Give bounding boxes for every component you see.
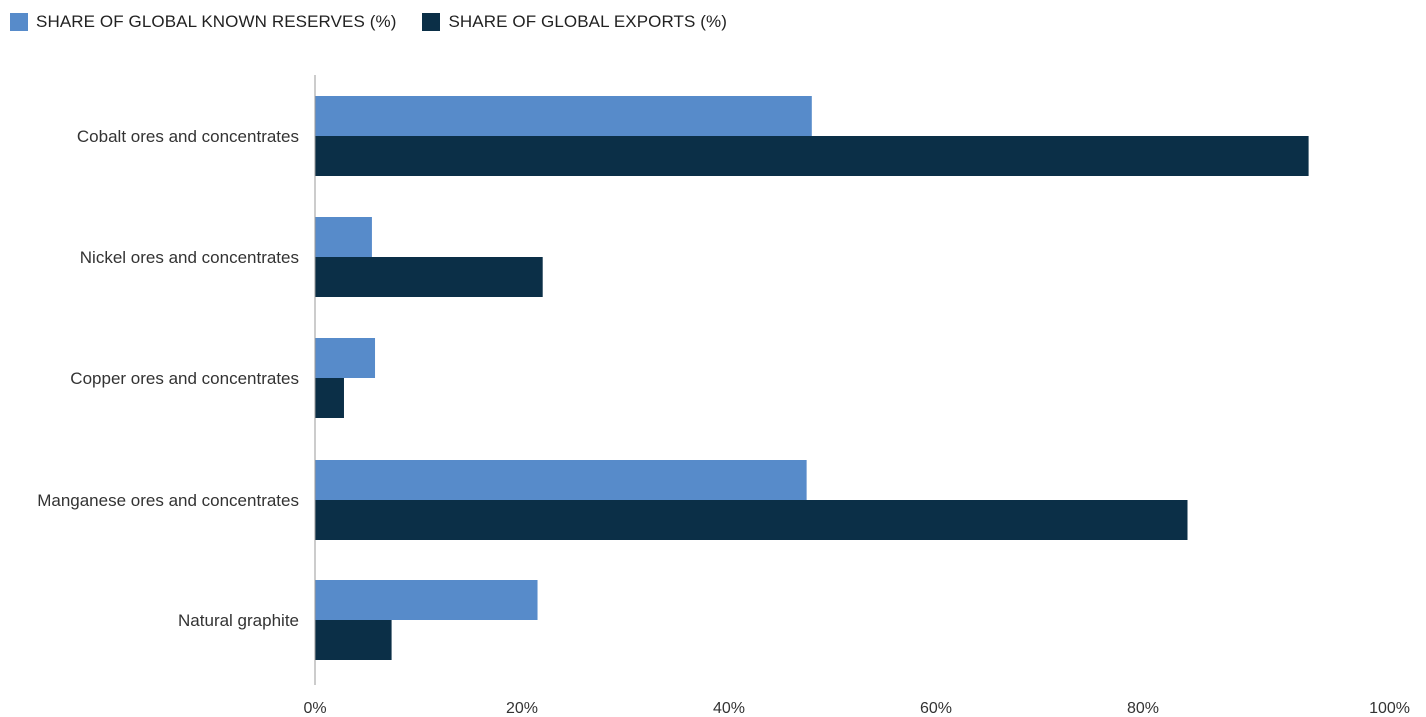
- bar-reserves-4: [315, 580, 538, 620]
- category-label: Natural graphite: [178, 611, 299, 630]
- legend-label-exports: SHARE OF GLOBAL EXPORTS (%): [448, 12, 728, 31]
- x-tick-label: 40%: [713, 700, 745, 717]
- bar-exports-1: [315, 257, 543, 297]
- chart-legend: SHARE OF GLOBAL KNOWN RESERVES (%) SHARE…: [10, 12, 727, 32]
- legend-label-reserves: SHARE OF GLOBAL KNOWN RESERVES (%): [36, 12, 397, 31]
- x-tick-label: 80%: [1127, 700, 1159, 717]
- bar-exports-2: [315, 378, 344, 418]
- bar-reserves-1: [315, 217, 372, 257]
- bar-reserves-0: [315, 96, 812, 136]
- x-tick-label: 20%: [506, 700, 538, 717]
- legend-item-reserves: SHARE OF GLOBAL KNOWN RESERVES (%): [10, 12, 396, 32]
- category-label: Cobalt ores and concentrates: [77, 127, 299, 146]
- legend-item-exports: SHARE OF GLOBAL EXPORTS (%): [422, 12, 727, 32]
- bar-exports-4: [315, 620, 392, 660]
- bar-exports-3: [315, 500, 1188, 540]
- x-tick-label: 60%: [920, 700, 952, 717]
- legend-swatch-reserves: [10, 13, 28, 31]
- bar-reserves-3: [315, 460, 807, 500]
- x-tick-label: 0%: [303, 700, 326, 717]
- category-label: Nickel ores and concentrates: [80, 248, 299, 267]
- category-label: Copper ores and concentrates: [70, 369, 299, 388]
- x-tick-label: 100%: [1369, 700, 1410, 717]
- legend-swatch-exports: [422, 13, 441, 31]
- category-label: Manganese ores and concentrates: [37, 491, 299, 510]
- bar-reserves-2: [315, 338, 376, 378]
- bar-exports-0: [315, 136, 1309, 176]
